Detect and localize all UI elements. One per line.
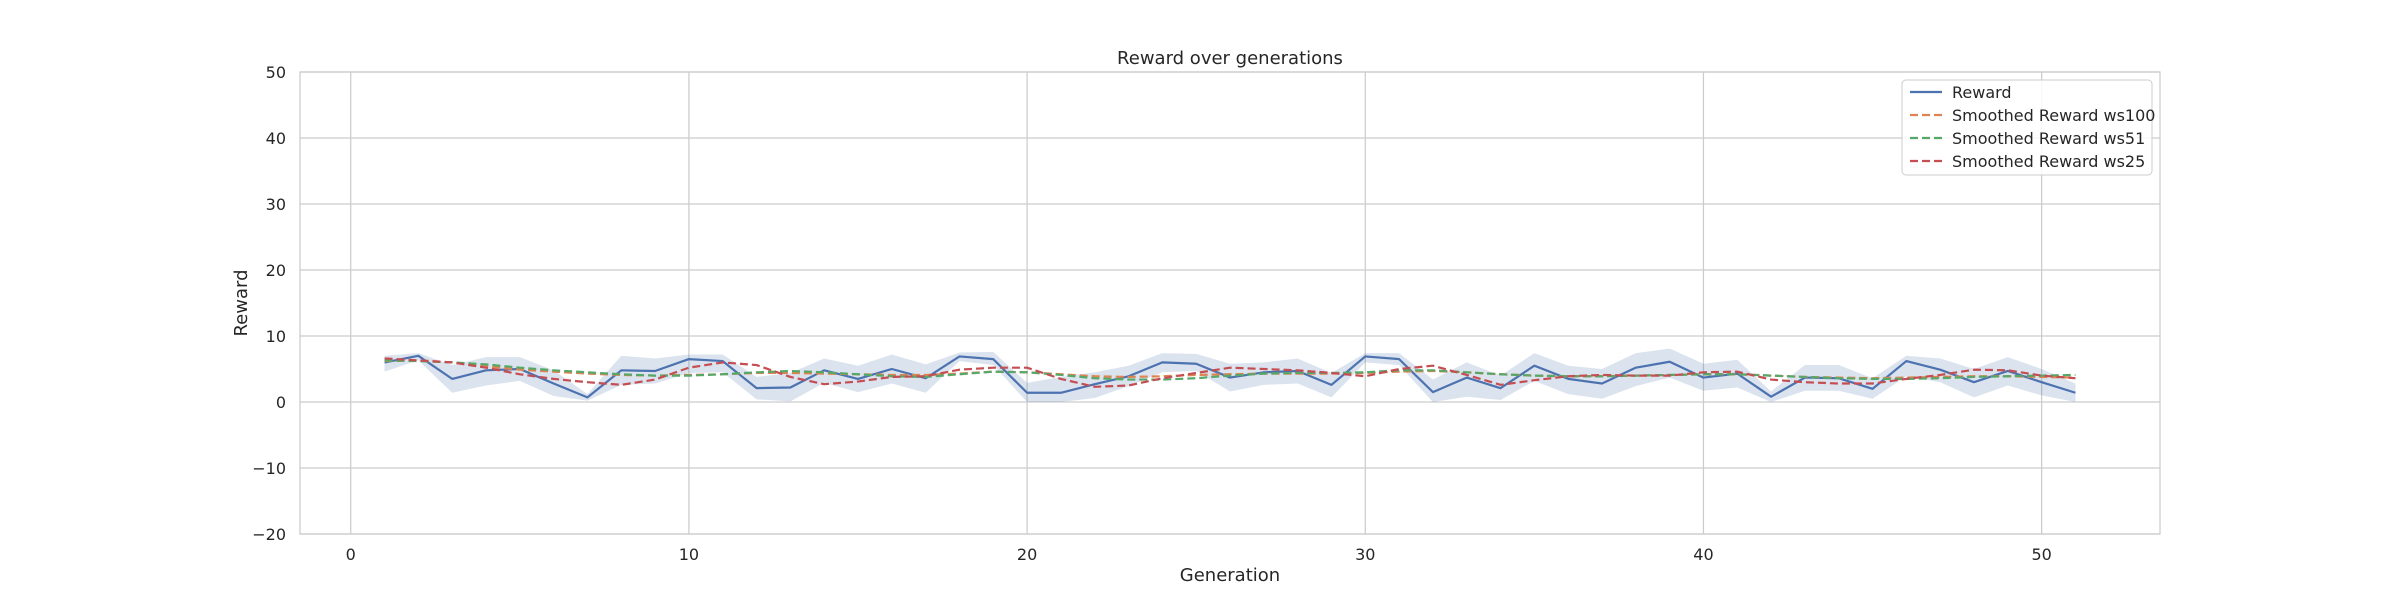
- x-tick-label: 40: [1693, 545, 1713, 564]
- x-tick-label: 0: [346, 545, 356, 564]
- series-line-reward: [384, 354, 2076, 399]
- legend-box: [1901, 79, 2153, 176]
- legend-label-smoothed-reward-ws100: Smoothed Reward ws100: [1952, 106, 2155, 125]
- y-tick-label: 0: [276, 393, 286, 412]
- legend-label-smoothed-reward-ws25: Smoothed Reward ws25: [1952, 152, 2145, 171]
- plot-frame: [299, 71, 2161, 535]
- y-tick-label: 30: [266, 195, 286, 214]
- y-axis-title: Reward: [231, 269, 252, 336]
- y-tick-label: −10: [252, 459, 286, 478]
- x-tick-label: 50: [2031, 545, 2051, 564]
- grid-layer: [300, 71, 2160, 535]
- x-tick-label: 20: [1017, 545, 1037, 564]
- y-tick-label: −20: [252, 525, 286, 544]
- legend-label-reward: Reward: [1952, 83, 2012, 102]
- chart-title: Reward over generations: [1117, 48, 1343, 69]
- y-tick-label: 20: [266, 261, 286, 280]
- legend-label-smoothed-reward-ws51: Smoothed Reward ws51: [1952, 129, 2145, 148]
- series-layer: [384, 354, 2076, 399]
- y-tick-label: 10: [266, 327, 286, 346]
- y-tick-label: 40: [266, 129, 286, 148]
- legend-entries: Reward Smoothed Reward ws100 Smoothed Rewa…: [1910, 83, 2155, 171]
- x-tick-label: 10: [679, 545, 699, 564]
- x-axis-title: Generation: [1180, 565, 1280, 586]
- series-line-smoothed-reward-ws51: [384, 359, 2076, 381]
- legend: Reward Smoothed Reward ws100 Smoothed Rewa…: [1901, 79, 2155, 176]
- tick-label-layer: 0 10 20 30 40 50 −20 −10 0 10 20 30 40 50: [252, 63, 2052, 564]
- series-line-smoothed-reward-ws25: [384, 357, 2076, 388]
- x-tick-label: 30: [1355, 545, 1375, 564]
- y-tick-label: 50: [266, 63, 286, 82]
